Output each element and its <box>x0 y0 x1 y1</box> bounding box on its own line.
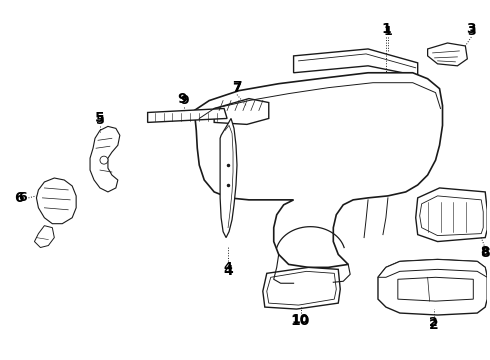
Text: 5: 5 <box>95 112 105 125</box>
Polygon shape <box>416 188 487 242</box>
Text: 7: 7 <box>233 82 242 95</box>
Polygon shape <box>419 196 483 235</box>
Polygon shape <box>294 49 417 76</box>
Text: 3: 3 <box>467 24 476 37</box>
Polygon shape <box>36 178 76 224</box>
Text: 8: 8 <box>480 247 490 261</box>
Polygon shape <box>398 277 473 301</box>
Text: 3: 3 <box>466 22 476 36</box>
Text: 2: 2 <box>429 318 439 332</box>
Text: 10: 10 <box>291 314 310 328</box>
Polygon shape <box>214 99 269 125</box>
Polygon shape <box>195 73 442 267</box>
Polygon shape <box>267 271 336 305</box>
Text: 4: 4 <box>223 264 233 278</box>
Polygon shape <box>90 126 120 192</box>
Text: 2: 2 <box>429 316 438 329</box>
Text: 6: 6 <box>14 191 24 205</box>
Polygon shape <box>378 260 487 315</box>
Polygon shape <box>34 226 54 248</box>
Text: 1: 1 <box>381 22 391 36</box>
Text: 5: 5 <box>96 114 104 127</box>
Text: 8: 8 <box>480 245 489 258</box>
Polygon shape <box>428 43 467 66</box>
Text: 10: 10 <box>292 312 309 325</box>
Text: 9: 9 <box>180 94 189 107</box>
Text: 1: 1 <box>384 24 392 37</box>
Polygon shape <box>147 108 227 122</box>
Text: 6: 6 <box>18 192 27 204</box>
Polygon shape <box>220 118 237 238</box>
Polygon shape <box>378 260 487 277</box>
Text: 9: 9 <box>177 91 187 105</box>
Text: 7: 7 <box>232 80 242 94</box>
Polygon shape <box>263 267 340 309</box>
Circle shape <box>100 156 108 164</box>
Text: 4: 4 <box>223 261 232 274</box>
